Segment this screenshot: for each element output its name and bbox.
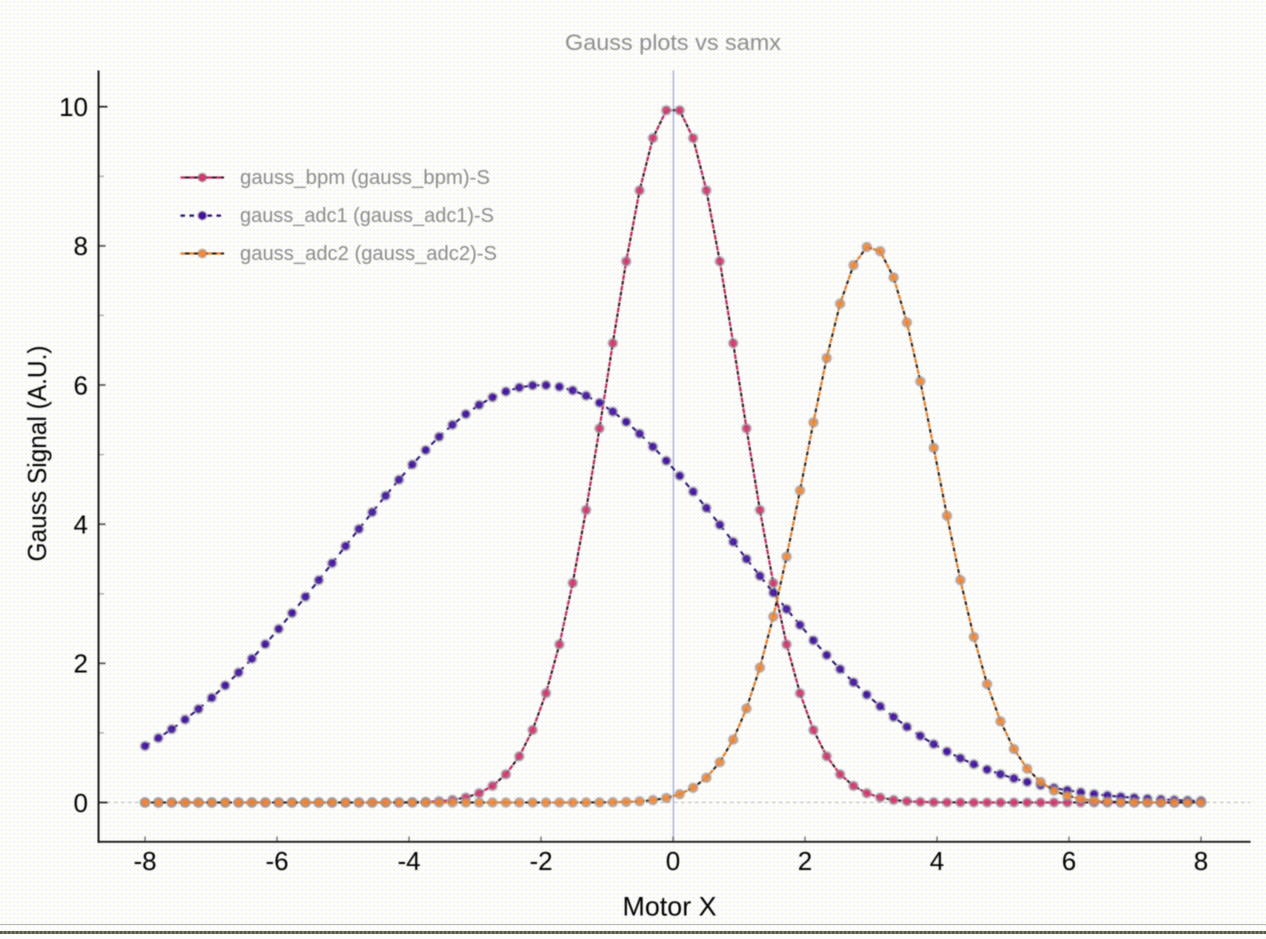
svg-text:gauss_adc2 (gauss_adc2)-S: gauss_adc2 (gauss_adc2)-S [240,243,497,265]
svg-text:8: 8 [74,231,88,261]
svg-text:8: 8 [1194,846,1208,876]
svg-text:2: 2 [74,649,88,679]
svg-text:4: 4 [930,846,944,876]
svg-text:gauss_adc1 (gauss_adc1)-S: gauss_adc1 (gauss_adc1)-S [240,205,494,227]
svg-text:-8: -8 [133,846,156,876]
svg-text:10: 10 [59,92,88,122]
svg-text:6: 6 [74,370,88,400]
svg-text:-6: -6 [265,846,288,876]
svg-text:gauss_bpm (gauss_bpm)-S: gauss_bpm (gauss_bpm)-S [240,167,490,189]
svg-text:-4: -4 [397,846,420,876]
svg-text:2: 2 [798,846,812,876]
svg-text:4: 4 [74,510,88,540]
svg-text:Gauss plots vs samx: Gauss plots vs samx [565,30,781,55]
svg-text:Motor X: Motor X [623,892,717,922]
svg-text:-2: -2 [529,846,552,876]
svg-text:Gauss Signal (A.U.): Gauss Signal (A.U.) [22,346,52,562]
svg-text:0: 0 [74,788,88,818]
svg-text:0: 0 [666,846,680,876]
svg-text:6: 6 [1062,846,1076,876]
